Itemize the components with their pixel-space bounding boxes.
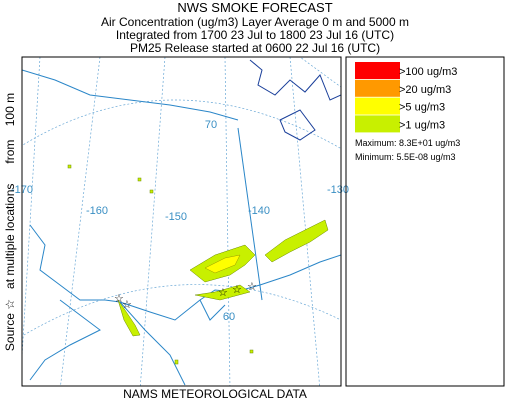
- svg-text:☆: ☆: [247, 281, 257, 293]
- legend: >100 ug/m3 >20 ug/m3 >5 ug/m3 >1 ug/m3 Maxim…: [345, 56, 505, 387]
- source-markers: ☆☆ ☆ ☆ ☆: [114, 281, 257, 311]
- map: ☆☆ ☆ ☆ ☆ 70 -170 -160 -150 -140 -130 60: [11, 56, 349, 387]
- legend-label: >5 ug/m3: [399, 102, 445, 114]
- legend-swatch: [355, 62, 400, 79]
- footer: NAMS METEOROLOGICAL DATA: [123, 387, 307, 401]
- legend-label: >100 ug/m3: [399, 66, 457, 78]
- map-label: 70: [205, 119, 217, 131]
- legend-label: >20 ug/m3: [399, 84, 451, 96]
- subtitle: Air Concentration (ug/m3) Layer Average …: [101, 15, 409, 29]
- legend-swatch: [355, 79, 400, 97]
- legend-min: Minimum: 5.5E-08 ug/m3: [355, 152, 456, 162]
- subtitle: Integrated from 1700 23 Jul to 1800 23 J…: [116, 28, 394, 42]
- graticule: [22, 57, 341, 386]
- map-label: 60: [223, 311, 235, 323]
- side-text: Source ☆ at multiple locations from 100 …: [3, 93, 17, 351]
- legend-label: >1 ug/m3: [399, 119, 445, 131]
- map-label: -160: [86, 205, 108, 217]
- legend-swatch: [355, 97, 400, 115]
- subtitle: PM25 Release started at 0600 22 Jul 16 (…: [130, 41, 380, 55]
- coastline: [22, 59, 341, 386]
- map-frame: [21, 56, 342, 387]
- svg-text:☆: ☆: [232, 284, 242, 296]
- map-label: -140: [248, 205, 270, 217]
- map-label: -130: [327, 184, 349, 196]
- title: NWS SMOKE FORECAST: [177, 0, 332, 15]
- map-label: -150: [165, 211, 187, 223]
- smoke-plume: [67, 164, 329, 365]
- svg-text:☆: ☆: [218, 287, 228, 299]
- legend-max: Maximum: 8.3E+01 ug/m3: [355, 138, 460, 148]
- legend-frame: [345, 56, 505, 387]
- svg-text:☆: ☆: [114, 293, 124, 305]
- legend-swatch: [355, 115, 400, 133]
- svg-text:☆: ☆: [122, 299, 132, 311]
